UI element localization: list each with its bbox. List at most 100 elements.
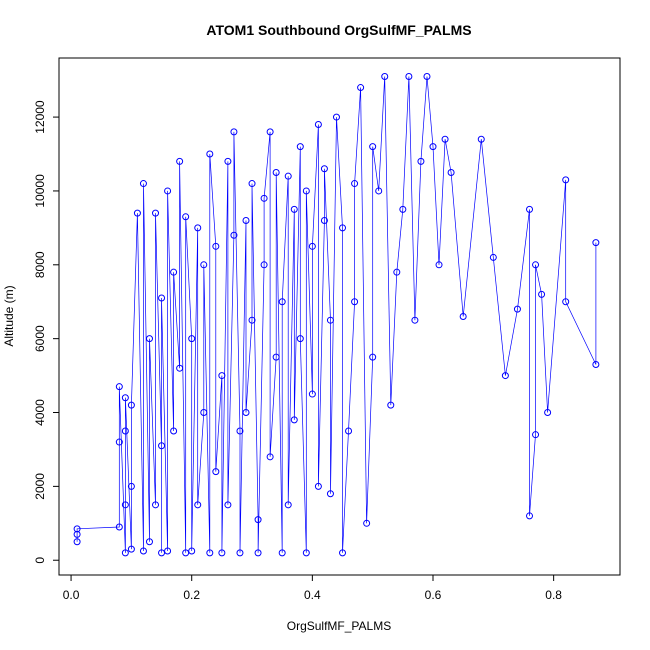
data-point: [423, 72, 431, 80]
data-point: [145, 335, 153, 343]
data-point: [254, 516, 262, 524]
data-point: [224, 157, 232, 165]
data-point: [206, 549, 214, 557]
data-point: [296, 335, 304, 343]
data-point: [127, 545, 135, 553]
data-point: [260, 261, 268, 269]
data-point: [254, 549, 262, 557]
data-point: [320, 165, 328, 173]
data-point: [266, 453, 274, 461]
data-point: [218, 372, 226, 380]
data-point: [158, 442, 166, 450]
data-point: [513, 305, 521, 313]
data-point: [170, 427, 178, 435]
y-tick-label: 2000: [33, 473, 47, 500]
data-point: [562, 298, 570, 306]
data-point: [326, 490, 334, 498]
data-point: [152, 501, 160, 509]
data-point: [73, 538, 81, 546]
data-point: [200, 261, 208, 269]
data-point: [139, 180, 147, 188]
data-point: [145, 538, 153, 546]
data-point: [501, 372, 509, 380]
data-point: [127, 401, 135, 409]
data-point: [127, 482, 135, 490]
data-point: [248, 180, 256, 188]
x-axis-label: OrgSulfMF_PALMS: [287, 619, 391, 633]
data-point: [405, 72, 413, 80]
data-point: [544, 409, 552, 417]
x-tick-label: 0.0: [63, 588, 80, 602]
y-tick-label: 4000: [33, 399, 47, 426]
data-point: [302, 549, 310, 557]
data-point: [164, 547, 172, 555]
data-point: [369, 353, 377, 361]
y-tick-label: 6000: [33, 325, 47, 352]
data-point: [393, 268, 401, 276]
data-point: [139, 547, 147, 555]
data-point: [121, 394, 129, 402]
data-point: [266, 128, 274, 136]
data-point: [399, 205, 407, 213]
data-point: [429, 143, 437, 151]
data-point: [562, 176, 570, 184]
plot-area: [73, 72, 600, 557]
chart-title: ATOM1 Southbound OrgSulfMF_PALMS: [206, 22, 471, 38]
x-tick-label: 0.8: [545, 588, 562, 602]
data-point: [592, 361, 600, 369]
data-point: [308, 242, 316, 250]
data-point: [73, 525, 81, 533]
data-point: [230, 231, 238, 239]
data-point: [417, 157, 425, 165]
data-point: [218, 549, 226, 557]
data-point: [176, 364, 184, 372]
data-point: [387, 401, 395, 409]
data-point: [200, 409, 208, 417]
x-tick-label: 0.2: [183, 588, 200, 602]
series-line: [76, 76, 597, 553]
data-point: [290, 205, 298, 213]
data-point: [351, 180, 359, 188]
data-point: [369, 143, 377, 151]
data-point: [296, 143, 304, 151]
data-point: [284, 501, 292, 509]
data-point: [212, 468, 220, 476]
data-point: [532, 261, 540, 269]
data-point: [592, 239, 600, 247]
y-tick-label: 8000: [33, 251, 47, 278]
data-point: [357, 84, 365, 92]
data-point: [314, 482, 322, 490]
x-axis: 0.0 0.2 0.4 0.6 0.8: [63, 574, 562, 602]
data-point: [121, 427, 129, 435]
data-point: [278, 298, 286, 306]
data-point: [182, 213, 190, 221]
data-point: [152, 209, 160, 217]
data-point: [314, 120, 322, 128]
data-point: [375, 187, 383, 195]
data-point: [115, 523, 123, 531]
data-point: [302, 187, 310, 195]
data-point: [459, 313, 467, 320]
data-point: [538, 290, 546, 298]
data-point: [284, 172, 292, 180]
y-axis: 0 2000 4000 6000 8000 10000 12000: [33, 100, 60, 564]
data-point: [278, 549, 286, 557]
data-point: [115, 383, 123, 391]
data-point: [326, 316, 334, 324]
data-point: [206, 150, 214, 158]
data-point: [194, 224, 202, 232]
data-point: [242, 409, 250, 417]
y-tick-label: 0: [33, 557, 47, 564]
data-point: [115, 438, 123, 446]
data-point: [248, 316, 256, 324]
data-point: [363, 519, 371, 527]
data-point: [435, 261, 443, 269]
data-point: [332, 113, 340, 121]
data-point: [441, 135, 449, 143]
data-point: [489, 253, 497, 261]
data-point: [188, 547, 196, 555]
data-point: [477, 135, 485, 143]
data-point: [339, 224, 347, 232]
data-point: [194, 501, 202, 509]
